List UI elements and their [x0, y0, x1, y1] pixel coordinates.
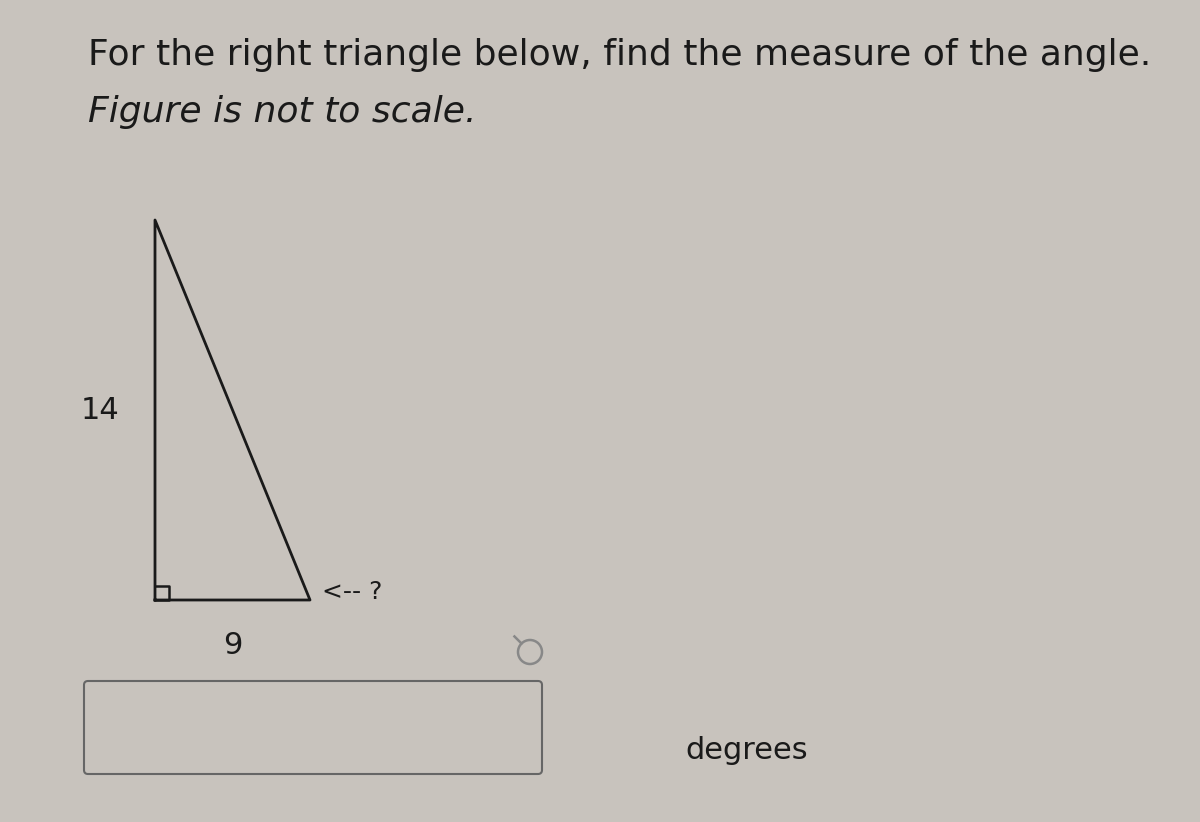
Text: 14: 14 — [80, 395, 119, 424]
Text: <-- ?: <-- ? — [322, 580, 383, 604]
FancyBboxPatch shape — [84, 681, 542, 774]
Text: For the right triangle below, find the measure of the angle.: For the right triangle below, find the m… — [88, 38, 1151, 72]
Text: 9: 9 — [223, 630, 242, 659]
Text: degrees: degrees — [685, 736, 808, 764]
Text: Figure is not to scale.: Figure is not to scale. — [88, 95, 476, 129]
